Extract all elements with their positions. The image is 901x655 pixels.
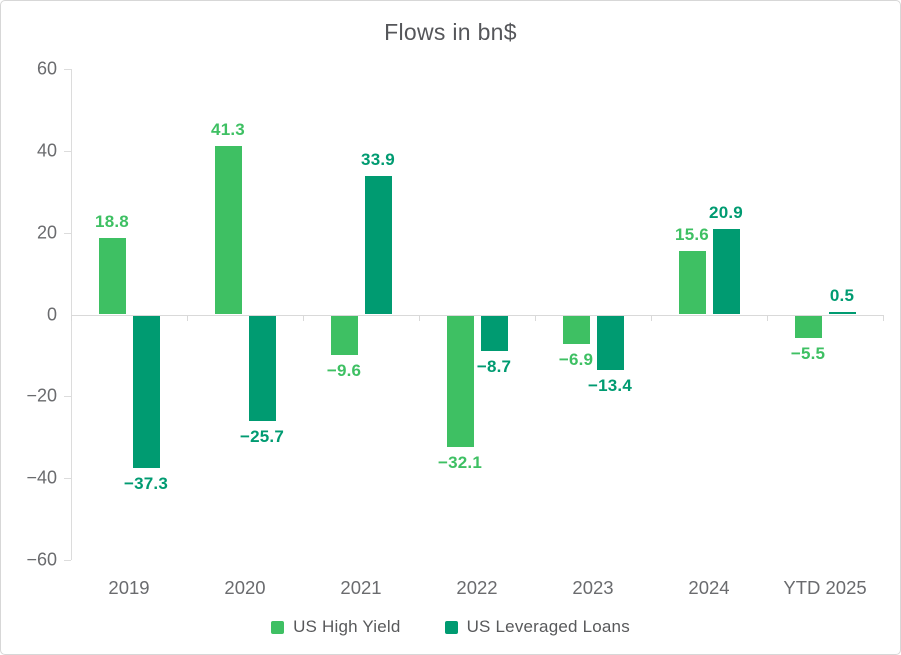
bar-us-high-yield-2024 xyxy=(678,250,706,315)
x-category-label: YTD 2025 xyxy=(783,577,867,598)
x-axis-tick xyxy=(303,314,304,321)
value-label: −9.6 xyxy=(326,360,362,380)
value-label: 0.5 xyxy=(829,286,855,306)
value-label: 20.9 xyxy=(709,202,743,222)
bar-us-leveraged-loans-ytd-2025 xyxy=(828,312,856,315)
y-tick-label: −20 xyxy=(26,385,57,406)
x-category-label: 2022 xyxy=(456,577,498,598)
x-category-label: 2023 xyxy=(572,577,614,598)
value-label: −6.9 xyxy=(558,349,594,369)
y-tick-label: 20 xyxy=(36,222,57,243)
value-label: −13.4 xyxy=(587,376,633,396)
value-label: −5.5 xyxy=(790,344,826,363)
value-label: 41.3 xyxy=(211,119,245,139)
legend-item: US High Yield xyxy=(271,617,401,637)
y-axis-tick xyxy=(64,560,71,561)
x-axis-tick xyxy=(71,314,72,321)
x-category-label: 2019 xyxy=(108,577,150,598)
legend-swatch xyxy=(444,620,458,634)
value-label: 33.9 xyxy=(361,149,395,169)
zero-line xyxy=(71,314,883,316)
y-tick-label: −60 xyxy=(26,549,57,570)
legend-label: US Leveraged Loans xyxy=(466,617,630,636)
y-tick-label: 0 xyxy=(46,304,57,324)
y-axis-tick xyxy=(64,150,71,152)
bar-us-high-yield-2022 xyxy=(446,315,474,447)
bar-us-high-yield-ytd-2025 xyxy=(794,315,822,338)
chart-title: Flows in bn$ xyxy=(384,19,517,45)
bar-us-high-yield-2023 xyxy=(562,315,590,344)
y-axis-tick xyxy=(64,69,71,70)
bar-us-leveraged-loans-2020 xyxy=(248,315,276,421)
x-axis-tick xyxy=(535,314,536,321)
value-label: −32.1 xyxy=(437,452,483,472)
value-label: 18.8 xyxy=(95,211,129,231)
y-axis-tick xyxy=(64,232,71,234)
bar-us-leveraged-loans-2023 xyxy=(596,315,624,371)
y-axis-tick xyxy=(64,396,71,398)
legend-label: US High Yield xyxy=(293,617,401,636)
x-axis-tick xyxy=(883,314,884,321)
plot-area: 60 40 20 0 −20 −40 −60 18.8 41.3 −9.6 −32.1 −6.9 15.… xyxy=(26,59,884,570)
value-label: −8.7 xyxy=(476,357,512,377)
value-label: −37.3 xyxy=(123,474,169,494)
y-tick-label: 40 xyxy=(36,140,57,161)
x-axis-tick xyxy=(651,314,652,321)
bar-us-high-yield-2019 xyxy=(98,237,126,315)
bar-us-leveraged-loans-2019 xyxy=(132,315,160,469)
y-tick-label: −40 xyxy=(26,467,57,488)
bar-us-leveraged-loans-2021 xyxy=(364,175,392,315)
bar-us-high-yield-2021 xyxy=(330,315,358,355)
bar-us-leveraged-loans-2022 xyxy=(480,315,508,352)
value-label: 15.6 xyxy=(675,224,709,244)
x-axis-tick xyxy=(767,314,768,321)
bar-us-high-yield-2020 xyxy=(214,145,242,315)
x-axis-tick xyxy=(419,314,420,321)
y-axis-tick xyxy=(64,478,71,480)
bar-us-leveraged-loans-2024 xyxy=(712,228,740,315)
legend-swatch xyxy=(271,620,285,634)
legend-item: US Leveraged Loans xyxy=(444,617,630,637)
x-category-label: 2024 xyxy=(688,577,730,598)
x-category-label: 2021 xyxy=(340,577,382,598)
value-label: −25.7 xyxy=(239,426,285,446)
legend: US High Yield US Leveraged Loans xyxy=(1,617,900,637)
x-axis-tick xyxy=(187,314,188,321)
y-tick-label: 60 xyxy=(36,58,57,79)
x-category-label: 2020 xyxy=(224,577,266,598)
